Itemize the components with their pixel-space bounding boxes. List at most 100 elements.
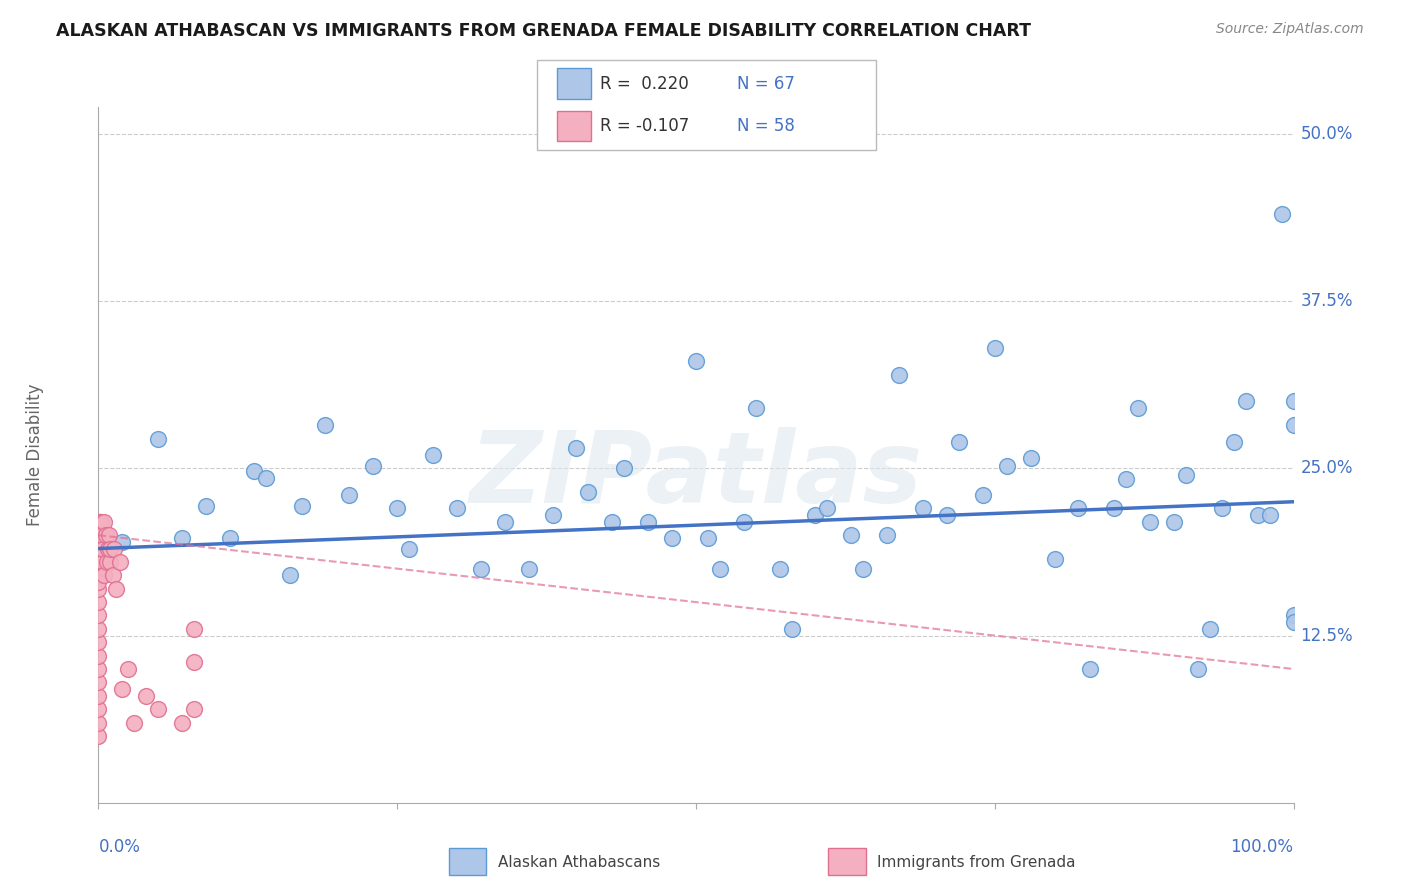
Point: [101, 568, 124, 582]
Point: [541, 508, 564, 523]
Point: [87, 548, 110, 563]
Point: [87, 562, 110, 576]
Point: [87, 715, 110, 730]
Text: 12.5%: 12.5%: [1301, 626, 1353, 645]
Text: Alaskan Athabascans: Alaskan Athabascans: [498, 855, 659, 870]
Point: [697, 531, 720, 545]
Point: [89, 528, 111, 542]
Point: [422, 448, 444, 462]
Text: 100.0%: 100.0%: [1230, 838, 1294, 856]
Text: N = 67: N = 67: [737, 75, 794, 93]
Point: [87, 729, 110, 743]
Point: [815, 501, 838, 516]
Point: [91, 541, 114, 556]
Point: [278, 568, 301, 582]
Point: [398, 541, 420, 556]
Point: [87, 535, 110, 549]
Point: [90, 541, 112, 556]
Point: [183, 655, 205, 669]
Point: [87, 528, 110, 542]
Point: [685, 354, 707, 368]
Point: [839, 528, 862, 542]
Point: [780, 622, 803, 636]
Point: [242, 464, 264, 478]
Point: [219, 531, 242, 545]
Point: [1019, 450, 1042, 465]
Point: [1115, 472, 1137, 486]
Point: [385, 501, 409, 516]
Point: [148, 432, 170, 446]
Point: [936, 508, 959, 523]
Point: [124, 715, 146, 730]
Point: [98, 541, 122, 556]
Point: [87, 528, 110, 542]
Point: [983, 341, 1005, 355]
Point: [1234, 394, 1257, 409]
Point: [87, 675, 110, 690]
Point: [87, 635, 110, 649]
Point: [470, 562, 492, 576]
Point: [87, 689, 110, 703]
Text: ZIPatlas: ZIPatlas: [470, 427, 922, 524]
Point: [600, 515, 623, 529]
Point: [1271, 207, 1294, 221]
Text: Immigrants from Grenada: Immigrants from Grenada: [877, 855, 1076, 870]
Point: [87, 515, 110, 529]
Point: [1282, 394, 1305, 409]
Point: [87, 595, 110, 609]
Point: [1067, 501, 1090, 516]
Point: [876, 528, 898, 542]
Point: [87, 568, 110, 582]
Point: [613, 461, 636, 475]
Text: 25.0%: 25.0%: [1301, 459, 1353, 477]
Point: [111, 535, 134, 549]
Point: [94, 528, 117, 542]
Point: [911, 501, 934, 516]
Point: [91, 541, 114, 556]
Point: [1102, 501, 1125, 516]
Point: [1139, 515, 1161, 529]
Text: 50.0%: 50.0%: [1301, 125, 1353, 143]
Text: ALASKAN ATHABASCAN VS IMMIGRANTS FROM GRENADA FEMALE DISABILITY CORRELATION CHAR: ALASKAN ATHABASCAN VS IMMIGRANTS FROM GR…: [56, 22, 1031, 40]
Text: 37.5%: 37.5%: [1301, 292, 1353, 310]
Point: [89, 541, 111, 556]
Point: [1080, 662, 1102, 676]
Point: [87, 648, 110, 663]
Point: [852, 562, 875, 576]
Point: [148, 702, 170, 716]
Point: [1198, 622, 1220, 636]
Point: [90, 515, 112, 529]
Point: [87, 608, 110, 623]
Point: [172, 715, 194, 730]
Point: [172, 531, 194, 545]
Point: [93, 568, 115, 582]
Point: [87, 575, 110, 590]
Text: Source: ZipAtlas.com: Source: ZipAtlas.com: [1216, 22, 1364, 37]
Point: [1043, 552, 1066, 566]
Point: [1282, 608, 1305, 623]
Point: [709, 562, 731, 576]
Point: [87, 622, 110, 636]
Point: [111, 681, 134, 696]
Point: [1258, 508, 1281, 523]
Point: [1246, 508, 1268, 523]
Point: [1211, 501, 1233, 516]
Point: [91, 555, 114, 569]
Point: [194, 499, 217, 513]
Point: [315, 418, 337, 433]
Text: R = -0.107: R = -0.107: [600, 117, 689, 135]
Point: [89, 515, 111, 529]
Point: [87, 702, 110, 716]
Point: [1187, 662, 1209, 676]
Point: [1282, 418, 1305, 433]
Point: [108, 555, 131, 569]
Point: [87, 555, 110, 569]
Point: [363, 458, 385, 473]
Point: [637, 515, 659, 529]
Point: [254, 471, 277, 485]
Point: [91, 528, 114, 542]
Text: R =  0.220: R = 0.220: [600, 75, 689, 93]
Point: [135, 689, 157, 703]
Point: [183, 702, 205, 716]
Point: [517, 562, 540, 576]
